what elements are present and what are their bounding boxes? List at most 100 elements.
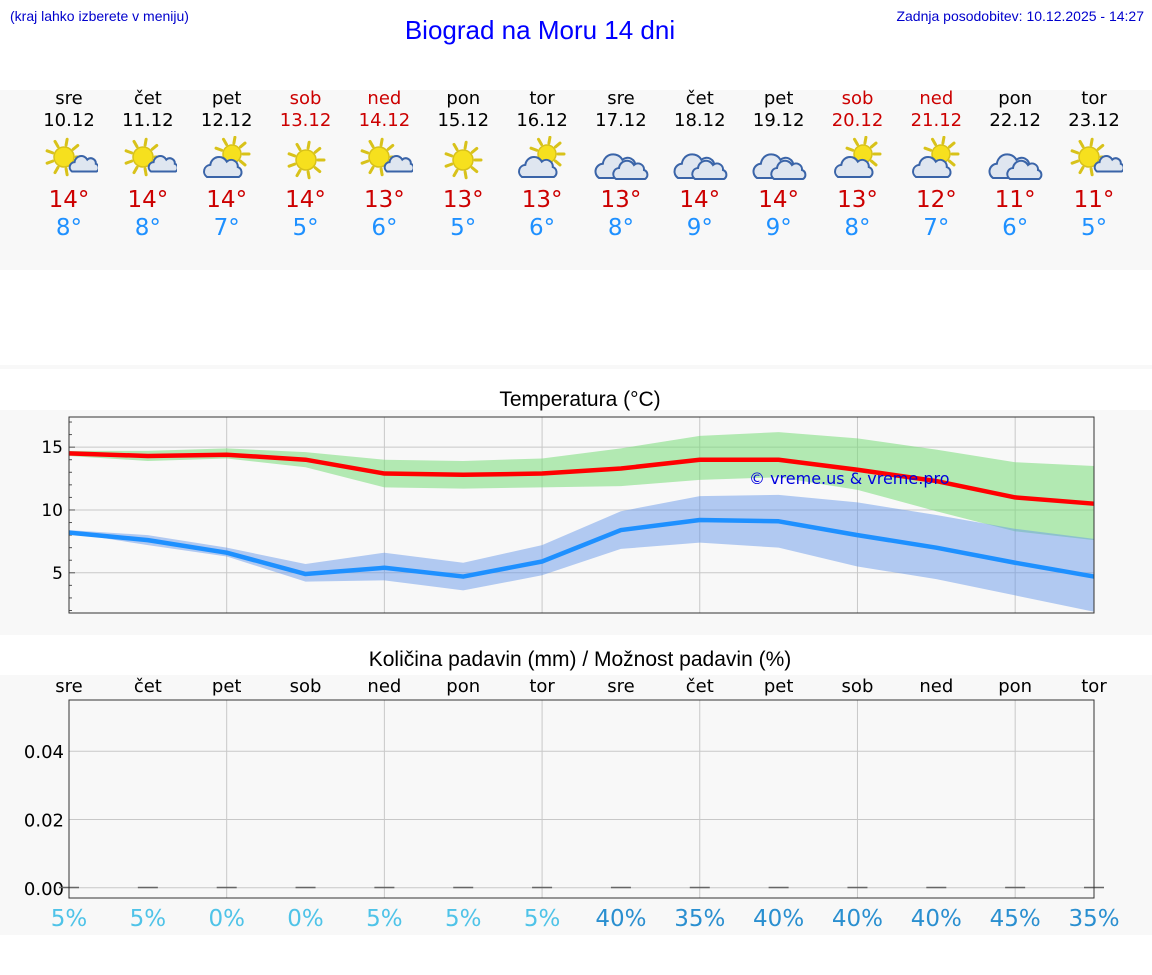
precip-probability: 5%	[51, 906, 88, 932]
temp-max: 11°	[1073, 187, 1115, 213]
temp-min: 9°	[765, 215, 792, 241]
precip-day-label: pon	[446, 676, 480, 697]
cloud-icon	[594, 153, 649, 180]
temp-max: 13°	[364, 187, 405, 213]
day-name: pet	[763, 88, 794, 109]
precip-day-label: sob	[290, 676, 322, 697]
temperature-chart-title: Temperatura (°C)	[499, 388, 661, 411]
precip-bar	[1005, 886, 1026, 889]
temp-max: 13°	[442, 187, 484, 213]
temp-max: 14°	[206, 187, 248, 213]
day-name: pet	[211, 88, 242, 109]
precip-probability: 0%	[208, 906, 245, 932]
temp-min: 8°	[134, 215, 161, 241]
precip-probability: 5%	[524, 906, 561, 932]
day-column: sob 20.12 13° 8°	[818, 88, 898, 242]
temp-min: 6°	[1002, 215, 1029, 241]
max-temp-range	[69, 432, 1094, 541]
precip-ytick-label: 0.02	[24, 810, 64, 831]
day-column: ned 21.12 12° 7°	[896, 88, 976, 242]
day-date: 22.12	[989, 110, 1041, 131]
temp-min: 8°	[844, 215, 871, 241]
day-date: 17.12	[595, 110, 647, 131]
cloud-icon	[673, 153, 728, 180]
day-name: sre	[607, 88, 635, 109]
precip-probability: 35%	[674, 906, 725, 932]
cloud-icon	[988, 153, 1043, 180]
day-name: čet	[685, 88, 714, 109]
precip-day-label: sre	[55, 676, 82, 697]
precip-bar	[926, 886, 947, 889]
temp-plot-frame	[68, 416, 1095, 614]
day-date: 21.12	[910, 110, 963, 131]
day-column: pon 22.12 11° 6°	[975, 88, 1055, 242]
precip-bar	[453, 886, 474, 889]
cloud-icon	[752, 153, 807, 180]
temp-max: 11°	[994, 187, 1036, 213]
precip-day-label: tor	[1081, 676, 1107, 697]
cloud-sun-icon	[912, 136, 960, 178]
day-name: sre	[55, 88, 83, 109]
day-column: pet 19.12 14° 9°	[739, 88, 819, 242]
precip-day-label: sre	[607, 676, 634, 697]
page-title: Biograd na Moru 14 dni	[404, 15, 676, 45]
temp-max: 13°	[521, 187, 563, 213]
precip-probability: 35%	[1068, 906, 1119, 932]
temp-min: 9°	[686, 215, 713, 241]
precip-day-label: ned	[367, 676, 401, 697]
day-name: ned	[367, 88, 402, 109]
day-name: tor	[529, 88, 555, 109]
precip-probability: 5%	[130, 906, 167, 932]
precip-probability: 40%	[832, 906, 883, 932]
precip-day-label: tor	[529, 676, 555, 697]
precip-bar	[216, 886, 237, 889]
day-name: čet	[133, 88, 162, 109]
precip-chart-title: Količina padavin (mm) / Možnost padavin …	[368, 648, 792, 671]
min-temp-range	[69, 494, 1094, 612]
day-column: sre 17.12 13° 8°	[581, 88, 661, 242]
precip-day-label: pet	[764, 676, 794, 697]
temp-min: 5°	[292, 215, 319, 241]
day-column: sre 10.12 14° 8°	[29, 88, 109, 242]
precip-bar	[374, 886, 395, 889]
max-temp-line	[68, 451, 1095, 506]
precipitation-chart: sre čet pet sob ned pon tor sre čet pet sob ned pon t…	[24, 676, 1120, 932]
precip-probability: 5%	[445, 906, 482, 932]
cloud-sun-icon	[833, 136, 881, 178]
temp-max: 14°	[679, 187, 721, 213]
day-name: pon	[446, 88, 481, 109]
watermark-text: © vreme.us & vreme.pro	[749, 469, 950, 488]
temp-min: 6°	[371, 215, 398, 241]
day-column: sob 13.12 14° 5°	[266, 88, 346, 242]
sun-cloud-icon	[45, 137, 98, 177]
precip-bar	[532, 886, 553, 889]
temp-plot-area	[69, 417, 1094, 613]
day-column: tor 16.12 13° 6°	[502, 88, 582, 242]
temp-ytick-label: 15	[41, 438, 63, 458]
day-date: 23.12	[1068, 110, 1120, 131]
location-hint: (kraj lahko izberete v meniju)	[10, 8, 189, 24]
day-date: 16.12	[516, 110, 568, 131]
sun-cloud-icon	[124, 137, 177, 177]
temp-min: 5°	[1080, 215, 1108, 241]
precip-probability: 5%	[366, 906, 403, 932]
precip-probability: 40%	[753, 906, 804, 932]
precip-bar	[137, 886, 158, 889]
precip-day-label: pon	[998, 676, 1032, 697]
day-column: pet 12.12 14° 7°	[187, 88, 267, 242]
sun-cloud-icon	[360, 137, 414, 177]
cloud-sun-icon	[202, 136, 251, 178]
sun-icon	[287, 140, 326, 180]
precip-probability: 45%	[990, 906, 1041, 932]
precip-ytick-label: 0.04	[24, 742, 64, 763]
day-name: sob	[841, 88, 874, 109]
precip-day-label: pet	[212, 676, 242, 697]
precip-probability: 40%	[595, 906, 646, 932]
temp-min: 8°	[55, 215, 83, 241]
day-date: 14.12	[358, 110, 411, 131]
day-date: 11.12	[122, 110, 174, 131]
precip-bar	[689, 886, 710, 889]
sun-cloud-icon	[1070, 137, 1124, 177]
temp-min: 6°	[529, 215, 556, 241]
temp-ytick-label: 5	[52, 564, 63, 584]
